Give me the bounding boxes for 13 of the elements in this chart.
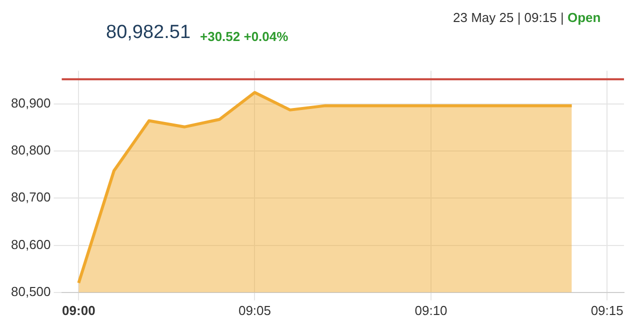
x-tick-label: 09:05 bbox=[238, 302, 272, 318]
text: +30.52 +0.04% bbox=[200, 29, 288, 44]
y-tick-label: 80,900 bbox=[10, 95, 51, 110]
y-tick-label: 80,500 bbox=[10, 284, 51, 299]
x-tick-label: 09:15 bbox=[590, 302, 624, 318]
x-tick-label: 09:00 bbox=[62, 302, 96, 318]
x-tick-label: 09:10 bbox=[414, 302, 448, 318]
text: 23 May 25 | 09:15 | bbox=[453, 10, 564, 25]
text: Open bbox=[567, 10, 601, 25]
y-tick-label: 80,700 bbox=[10, 190, 51, 205]
y-tick-label: 80,800 bbox=[10, 142, 51, 158]
y-tick-label: 80,600 bbox=[10, 236, 51, 252]
chart-title: 80,982.51 bbox=[106, 22, 191, 44]
